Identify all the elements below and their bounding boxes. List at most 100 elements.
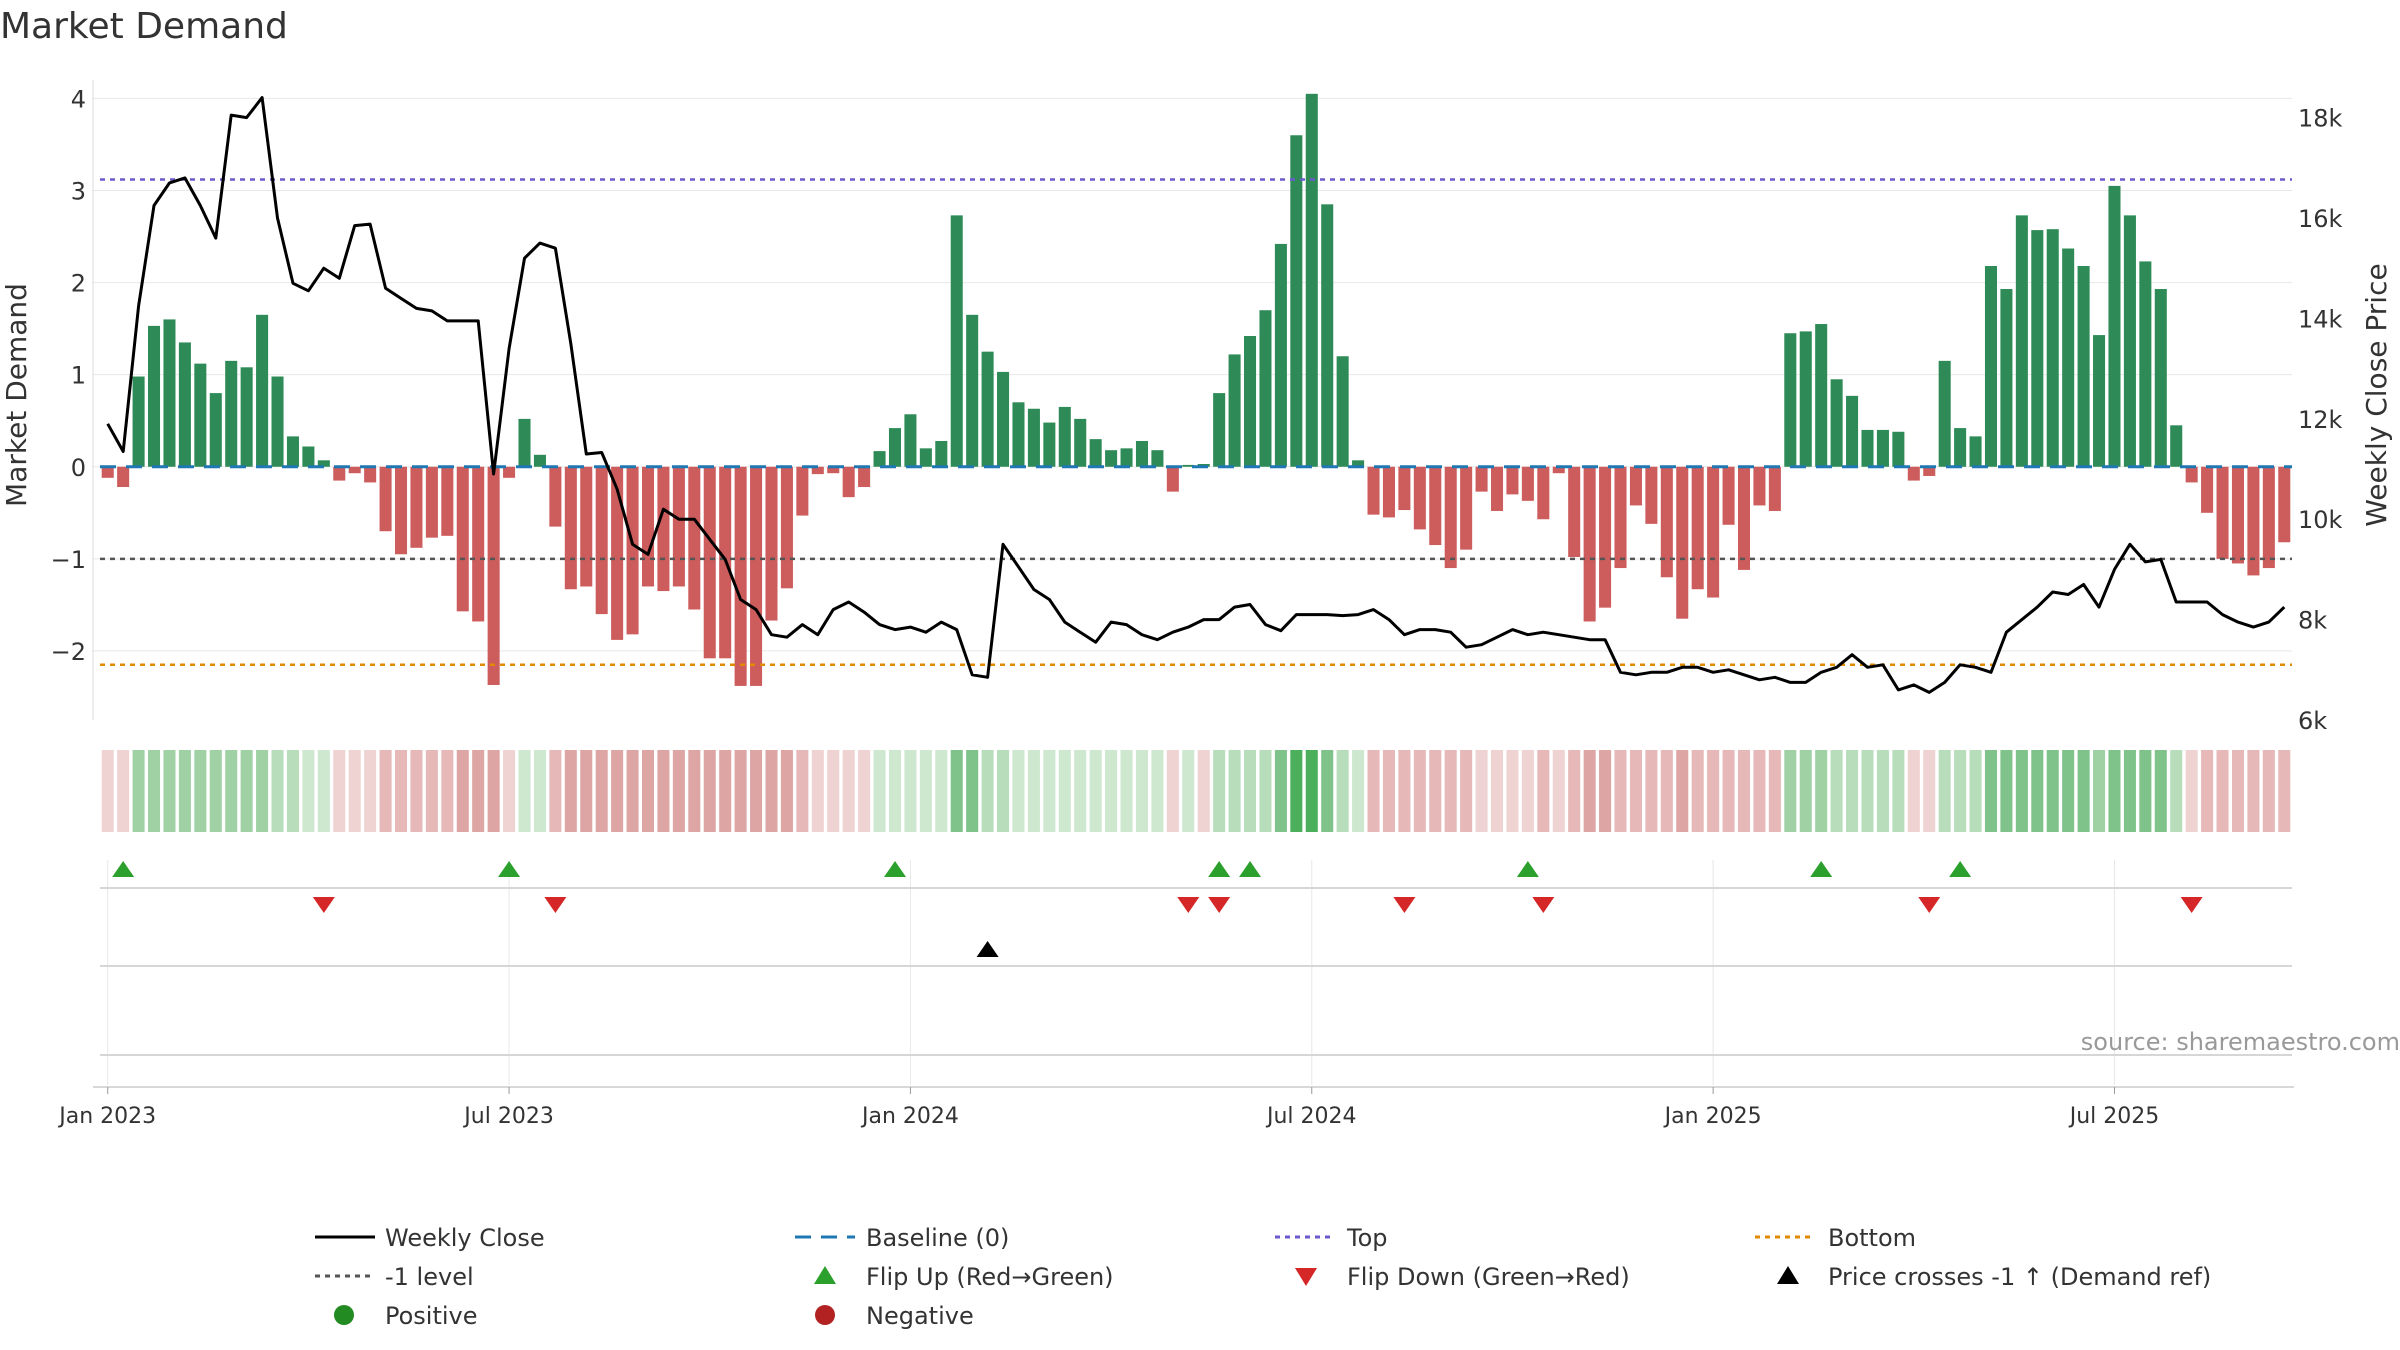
heat-cell — [811, 750, 824, 832]
demand-bar — [2231, 466, 2244, 564]
demand-bar — [1815, 324, 1828, 467]
heat-cell — [302, 750, 315, 832]
svg-text:Top: Top — [1346, 1224, 1388, 1252]
heat-cell — [2278, 750, 2291, 832]
demand-bar — [2139, 261, 2152, 467]
left-tick-label: −2 — [51, 638, 86, 666]
heat-cell — [441, 750, 454, 832]
heat-cell — [919, 750, 932, 832]
x-tick-label: Jul 2024 — [1265, 1104, 1357, 1129]
heat-cell — [1707, 750, 1720, 832]
demand-bar — [1784, 333, 1797, 467]
demand-bar — [503, 466, 516, 478]
price-cross-marker — [976, 941, 999, 957]
demand-bar — [1352, 460, 1365, 467]
heat-cell — [1552, 750, 1565, 832]
heat-cell — [1660, 750, 1673, 832]
heat-cell — [2185, 750, 2198, 832]
demand-bar — [935, 440, 948, 467]
demand-bar — [564, 466, 577, 590]
demand-bar — [2046, 229, 2059, 467]
demand-heat-strip — [101, 750, 2291, 832]
demand-bar — [827, 466, 840, 474]
demand-bar — [1244, 336, 1257, 467]
demand-bar — [1506, 466, 1519, 495]
heat-cell — [1938, 750, 1951, 832]
demand-bar — [1722, 466, 1735, 525]
svg-text:Flip Up (Red→Green): Flip Up (Red→Green) — [866, 1263, 1114, 1291]
right-tick-label: 18k — [2298, 105, 2343, 133]
heat-cell — [1336, 750, 1349, 832]
demand-bar — [1413, 466, 1426, 530]
heat-cell — [1043, 750, 1056, 832]
heat-cell — [719, 750, 732, 832]
heat-cell — [1753, 750, 1766, 832]
demand-bar — [904, 414, 917, 467]
demand-bar — [487, 466, 500, 686]
heat-cell — [1321, 750, 1334, 832]
legend-item-price-cross: Price crosses -1 ↑ (Demand ref) — [1777, 1263, 2211, 1291]
demand-bar — [1923, 466, 1936, 476]
demand-bar — [842, 466, 855, 498]
demand-bar — [441, 466, 454, 536]
heat-cell — [533, 750, 546, 832]
left-tick-label: 1 — [71, 362, 86, 390]
heat-cell — [194, 750, 207, 832]
demand-bar — [2247, 466, 2260, 576]
demand-bar — [2000, 289, 2013, 467]
right-tick-label: 16k — [2298, 205, 2343, 233]
demand-bar — [163, 319, 176, 467]
demand-bar — [1614, 466, 1627, 569]
demand-bar — [1429, 466, 1442, 546]
demand-bar — [1568, 466, 1581, 558]
heat-cell — [1444, 750, 1457, 832]
heat-cell — [1259, 750, 1272, 832]
flip-down-marker — [2180, 897, 2203, 913]
price-line-group — [106, 96, 2286, 694]
heat-cell — [750, 750, 763, 832]
demand-bar — [2031, 230, 2044, 467]
right-tick-label: 6k — [2298, 707, 2327, 735]
demand-bar — [1058, 406, 1071, 467]
flip-down-marker — [1393, 897, 1416, 913]
heat-cell — [1120, 750, 1133, 832]
negative-dot-icon — [815, 1305, 835, 1325]
heat-cell — [425, 750, 438, 832]
svg-text:Negative: Negative — [866, 1302, 974, 1330]
heat-cell — [796, 750, 809, 832]
heat-cell — [2201, 750, 2214, 832]
heat-cell — [549, 750, 562, 832]
flip-down-marker — [1208, 897, 1231, 913]
heat-cell — [1475, 750, 1488, 832]
heat-cell — [626, 750, 639, 832]
demand-bar — [1737, 466, 1751, 570]
heat-cell — [966, 750, 979, 832]
demand-bar — [2154, 289, 2167, 467]
demand-bar — [379, 466, 392, 532]
svg-text:-1 level: -1 level — [385, 1263, 474, 1291]
demand-bar — [1583, 466, 1596, 622]
heat-cell — [1784, 750, 1797, 832]
demand-bar — [1305, 93, 1318, 467]
demand-bar — [734, 466, 747, 686]
heat-cell — [842, 750, 855, 832]
heat-cell — [595, 750, 608, 832]
demand-bar — [472, 466, 485, 622]
demand-bar — [256, 314, 269, 467]
demand-bar — [2093, 335, 2106, 467]
heat-cell — [271, 750, 284, 832]
heat-cell — [1614, 750, 1627, 832]
demand-bar — [1552, 466, 1565, 474]
demand-bar — [2278, 466, 2291, 543]
demand-bar — [271, 376, 284, 467]
heat-cell — [1799, 750, 1812, 832]
demand-bar — [811, 466, 824, 475]
demand-bar — [101, 466, 114, 478]
heat-cell — [888, 750, 902, 832]
demand-bar — [1074, 418, 1087, 467]
demand-bar — [703, 466, 716, 659]
demand-bar — [286, 436, 299, 467]
demand-bar — [1151, 450, 1164, 467]
heat-cell — [1876, 750, 1889, 832]
